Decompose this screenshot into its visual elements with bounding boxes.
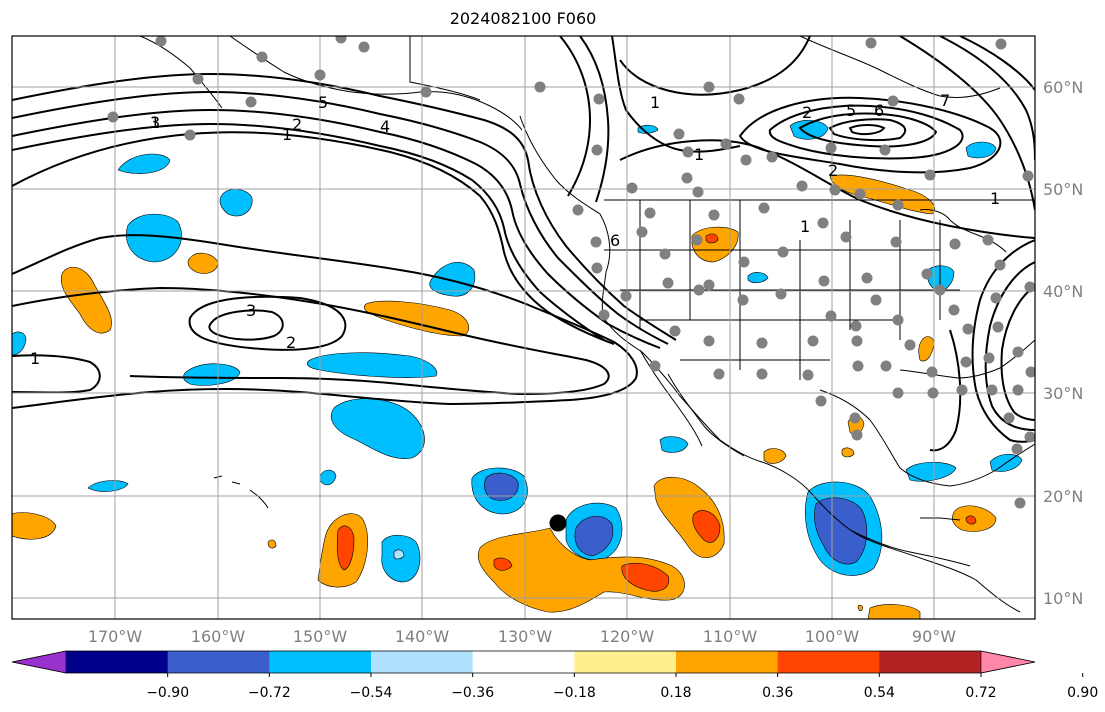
colorbar: −0.90 −0.72 −0.54 −0.36 −0.18 0.18 0.36 0.54 0.7… <box>11 650 1098 701</box>
contour-label: 3 <box>150 113 160 132</box>
lon-label: 90°W <box>912 627 956 646</box>
latitude-labels: 60°N 50°N 40°N 30°N 20°N 10°N <box>1043 78 1083 608</box>
colorbar-frame <box>11 650 1036 674</box>
lon-label: 150°W <box>293 627 348 646</box>
contour-label: 7 <box>940 91 950 110</box>
map-title: 2024082100 F060 <box>449 9 597 28</box>
colorbar-segment <box>167 651 270 673</box>
gridlines <box>12 36 1035 619</box>
colorbar-segment <box>574 651 677 673</box>
colorbar-segment <box>879 651 982 673</box>
lat-label: 50°N <box>1043 180 1083 199</box>
contour-label: 2 <box>828 161 838 180</box>
map-area: 1 1 2 3 4 5 6 3 2 1 1 1 1 2 2 5 6 7 1 <box>12 36 1035 619</box>
lat-label: 30°N <box>1043 384 1083 403</box>
lon-label: 120°W <box>600 627 655 646</box>
colorbar-extend-high <box>980 650 1036 674</box>
colorbar-tick-label: 0.72 <box>965 685 996 701</box>
colorbar-tick-label: 0.18 <box>660 685 691 701</box>
contour-label: 2 <box>292 115 302 134</box>
lat-label: 60°N <box>1043 78 1083 97</box>
contour-label: 1 <box>694 145 704 164</box>
lon-label: 140°W <box>395 627 450 646</box>
colorbar-segment <box>66 651 169 673</box>
colorbar-tick-label: −0.36 <box>451 685 494 701</box>
lat-label: 10°N <box>1043 589 1083 608</box>
colorbar-tick-label: 0.90 <box>1067 685 1098 701</box>
station-dots <box>107 36 1035 509</box>
lon-label: 110°W <box>703 627 758 646</box>
contour-label: 6 <box>874 101 884 120</box>
lon-label: 170°W <box>88 627 143 646</box>
colorbar-tick-label: −0.54 <box>350 685 393 701</box>
colorbar-tick-label: −0.18 <box>553 685 596 701</box>
contour-label: 1 <box>282 125 292 144</box>
contour-label-group: 1 1 2 3 4 5 6 3 2 1 1 1 1 2 2 5 6 7 1 <box>30 91 1000 368</box>
storm-center-marker <box>549 514 567 532</box>
colorbar-segment <box>777 651 880 673</box>
colorbar-segment <box>269 651 372 673</box>
contour-label: 1 <box>650 93 660 112</box>
lon-label: 130°W <box>498 627 553 646</box>
contour-label: 2 <box>802 103 812 122</box>
longitude-labels: 170°W 160°W 150°W 140°W 130°W 120°W 110°… <box>88 627 956 646</box>
lon-label: 100°W <box>805 627 860 646</box>
contour-label: 3 <box>246 301 256 320</box>
positive-anomaly-cores <box>336 233 977 592</box>
contour-label: 1 <box>30 349 40 368</box>
contour-label: 1 <box>800 217 810 236</box>
negative-anomaly-cores <box>393 472 868 565</box>
lat-label: 40°N <box>1043 282 1083 301</box>
contour-label: 2 <box>286 333 296 352</box>
colorbar-extend-low <box>11 650 67 674</box>
contour-label: 1 <box>150 113 160 132</box>
lon-label: 160°W <box>191 627 246 646</box>
contour-label: 4 <box>380 117 390 136</box>
contour-label: 6 <box>610 231 620 250</box>
colorbar-segment <box>371 651 474 673</box>
lat-label: 20°N <box>1043 487 1083 506</box>
colorbar-segment <box>472 651 575 673</box>
colorbar-tick-label: 0.36 <box>762 685 793 701</box>
contour-label: 1 <box>990 189 1000 208</box>
colorbar-tick-label: 0.54 <box>864 685 895 701</box>
colorbar-segment <box>676 651 779 673</box>
colorbar-tick-label: −0.72 <box>248 685 291 701</box>
contour-label: 5 <box>846 101 856 120</box>
contour-label: 5 <box>318 93 328 112</box>
map-frame <box>11 35 1036 620</box>
colorbar-tick-label: −0.90 <box>146 685 189 701</box>
